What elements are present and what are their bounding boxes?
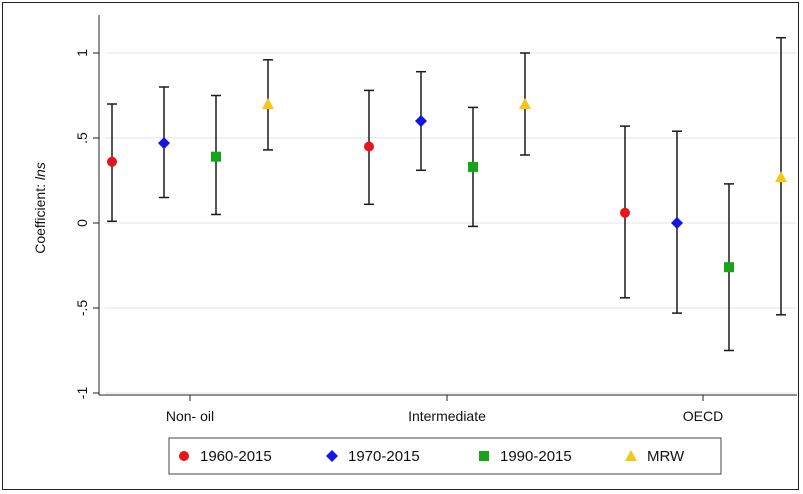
legend-box [168,437,722,475]
y-tick-label: .5 [74,132,90,144]
series-1970-2015 [158,70,683,314]
data-series [107,36,787,352]
legend-label: 1970-2015 [348,448,420,465]
legend-marker [326,450,338,462]
x-ticks: Non- oil Intermediate OECD [166,395,723,424]
y-tick-label: 1 [74,49,90,57]
data-point [519,98,531,109]
gridlines [105,52,797,394]
plot-background [105,15,797,395]
data-point [775,171,787,183]
data-point [158,137,170,150]
y-tick-label: -.5 [74,300,90,317]
chart: 1 .5 0 -.5 -1 Non- oil Intermediate OECD Coeff… [32,15,797,475]
data-point [107,156,117,167]
legend-label: 1990-2015 [500,448,572,465]
legend-label: 1960-2015 [200,448,272,465]
data-point [671,217,683,229]
series-1960-2015 [107,89,630,299]
x-tick-label: OECD [683,408,723,424]
data-point [211,151,221,162]
legend-marker [179,451,189,461]
legend: 1960-2015 1970-2015 1990-2015 MRW [168,437,722,475]
series-1990-2015 [211,94,734,352]
data-point [364,141,374,152]
y-tick-label: -1 [74,387,90,400]
legend-label: MRW [647,448,685,465]
legend-marker [479,451,489,461]
data-point [415,115,427,127]
data-point [262,98,274,109]
legend-marker [625,450,637,461]
y-tick-label: 0 [74,219,90,227]
series-mrw [262,36,787,316]
data-point [724,262,734,273]
y-ticks: 1 .5 0 -.5 -1 [74,49,99,399]
x-tick-label: Non- oil [166,408,214,424]
data-point [468,161,478,172]
y-axis-title: Coefficient: lns [32,162,48,254]
x-tick-label: Intermediate [408,408,486,424]
data-point [620,207,630,218]
